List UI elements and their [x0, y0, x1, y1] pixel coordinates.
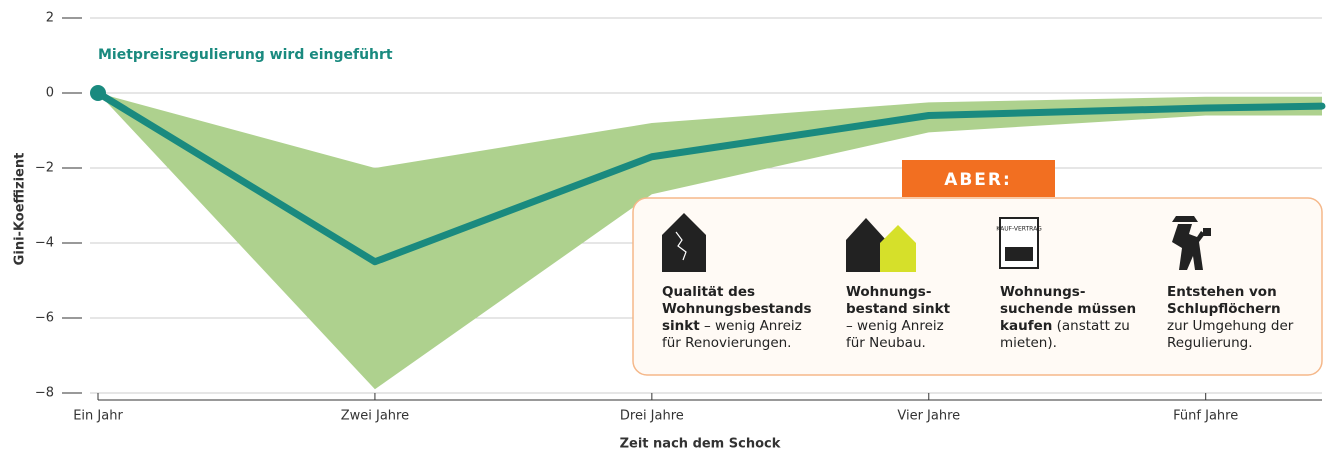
- chart: Gini-Koeffizient Zeit nach dem Schock −8…: [0, 0, 1329, 455]
- item-bold: Wohnungs-bestand sinkt: [846, 284, 950, 317]
- icon-contract: KAUF-VERTRAG: [996, 218, 1042, 268]
- x-tick-label: Vier Jahre: [897, 409, 960, 424]
- icon-text: KAUF-VERTRAG: [996, 226, 1042, 233]
- page: Gini-Koeffizient Zeit nach dem Schock −8…: [0, 0, 1329, 455]
- x-tick-label: Zwei Jahre: [341, 409, 409, 424]
- y-tick-label: −8: [35, 386, 54, 401]
- x-tick-label: Fünf Jahre: [1173, 409, 1238, 424]
- y-tick-label: −6: [35, 311, 54, 326]
- y-tick-label: −4: [35, 236, 54, 251]
- banner: ABER:: [944, 170, 1012, 190]
- y-tick-label: 0: [46, 86, 54, 101]
- item: Wohnungs-suchende müssen kaufen (anstatt…: [1000, 284, 1145, 352]
- annotation: Mietpreisregulierung wird eingeführt: [98, 47, 393, 63]
- y-tick-label: 2: [46, 11, 54, 26]
- x-tick-label: Drei Jahre: [620, 409, 684, 424]
- item-bold: Entstehen von Schlupflöchern: [1167, 284, 1317, 318]
- item-text: – wenig Anreiz für Neubau.: [846, 318, 944, 351]
- x-axis-label: Zeit nach dem Schock: [620, 437, 781, 452]
- y-tick-label: −2: [35, 161, 54, 176]
- item-text: zur Umgehung der Regulierung.: [1167, 318, 1293, 351]
- item: Qualität des Wohnungsbestands sinkt – we…: [662, 284, 822, 352]
- y-axis-label: Gini-Koeffizient: [13, 153, 28, 266]
- item: Wohnungs-bestand sinkt – wenig Anreiz fü…: [846, 284, 958, 352]
- x-tick-label: Ein Jahr: [73, 409, 123, 424]
- point: [90, 85, 106, 101]
